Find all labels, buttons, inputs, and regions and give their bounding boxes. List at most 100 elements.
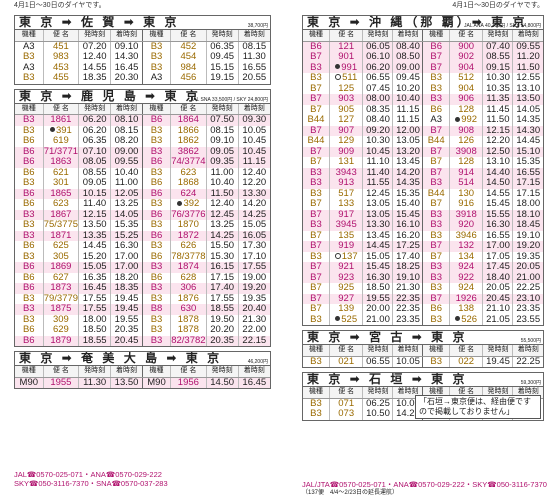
- flight-cell: 914: [448, 167, 483, 178]
- flight-cell: 621: [42, 167, 79, 178]
- time-cell: 10.05: [392, 398, 423, 409]
- aircraft-cell: B7: [422, 125, 450, 136]
- table-row: B7 917 13.05 15.45 B3 3918 15.55 18.10: [303, 209, 543, 220]
- flight-cell: 904: [448, 62, 483, 73]
- header-row: 機種便 名発時刻 着時刻 機種便 名発時刻 着時刻: [303, 345, 543, 357]
- route-label: 東 京 ➡ 鹿 児 島 ➡ 東 京: [19, 89, 201, 103]
- table-row: M90 1955 11.30 13.50 M90 1956 14.50 16.45: [15, 377, 270, 388]
- time-cell: 15.55: [482, 209, 513, 220]
- time-cell: 06.55: [362, 73, 393, 84]
- fare-price: 55,500円: [520, 338, 541, 344]
- flight-number: 1862: [177, 136, 199, 146]
- aircraft-cell: B3: [310, 188, 322, 199]
- time-cell: 11.55: [362, 178, 393, 189]
- time-cell: 23.10: [512, 293, 543, 304]
- flight-number: 1870: [177, 220, 199, 230]
- time-cell: 14.30: [110, 52, 143, 63]
- table-row: B7 919 14.45 17.25 B7 132 17.00 19.20: [303, 241, 543, 252]
- flight-number: 1872: [177, 230, 199, 241]
- flight-number: 626: [180, 241, 197, 251]
- time-cell: 13.30: [237, 188, 270, 199]
- flight-number: 127: [338, 115, 355, 125]
- aircraft-cell: B6: [22, 167, 35, 178]
- time-cell: 22.35: [392, 304, 423, 315]
- column-header: 機種: [141, 103, 171, 115]
- time-cell: 12.00: [392, 125, 423, 136]
- time-cell: 20.45: [110, 335, 143, 346]
- flight-number: 456: [180, 73, 197, 83]
- time-cell: 18.45: [512, 220, 543, 231]
- flight-number: 621: [52, 167, 69, 178]
- column-header: 便 名: [42, 30, 79, 42]
- column-header: 着時刻: [110, 103, 143, 115]
- aircraft-cell: B3: [22, 73, 35, 83]
- time-cell: 20.45: [482, 293, 513, 304]
- flight-number: 623: [180, 167, 197, 178]
- time-cell: 10.30: [362, 136, 393, 147]
- time-cell: 20.35: [110, 325, 143, 336]
- aircraft-cell: B7: [303, 52, 330, 63]
- aircraft-cell: A3: [22, 62, 35, 73]
- flight-cell: 1865: [42, 188, 79, 199]
- flight-cell: 071: [328, 398, 363, 409]
- aircraft-cell: B3: [141, 199, 171, 210]
- time-cell: 22.25: [512, 283, 543, 294]
- table-row: B6 1873 16.45 18.35 B3 306 17.40 19.20: [15, 283, 270, 294]
- flight-number: 991: [341, 62, 358, 73]
- flight-cell: 1872: [170, 230, 207, 241]
- fare-price: 59,300円: [520, 380, 541, 386]
- time-cell: 15.40: [392, 199, 423, 210]
- time-cell: 15.25: [110, 230, 143, 241]
- flight-cell: 623: [42, 199, 79, 210]
- flight-number: 134: [458, 251, 475, 262]
- flight-number: 1861: [50, 114, 72, 125]
- aircraft-cell: B3: [141, 262, 171, 273]
- route-section: 東 京 ➡ 宮 古 ➡ 東 京 55,500円 機種便 名発時刻 着時刻 機種便 名発時…: [302, 330, 544, 368]
- column-header: 機種: [141, 30, 171, 42]
- table-row: B6 619 06.35 08.20 B3 1862 09.10 10.45: [15, 136, 270, 147]
- right-column: 4月1日～30日のダイヤです。 東 京 ➡ 沖 縄（那 覇）➡ 東 京 JAL A…: [302, 0, 547, 496]
- time-cell: 16.15: [205, 262, 239, 273]
- time-cell: 12.50: [482, 146, 513, 157]
- table-row: B3 1875 17.55 19.45 B8 630 18.55 20.40: [15, 304, 270, 315]
- time-cell: 17.25: [392, 241, 423, 252]
- time-cell: 15.35: [512, 157, 543, 168]
- column-header: 着時刻: [392, 345, 423, 357]
- flight-number: 3862: [177, 146, 199, 157]
- left-column: 4月1日～30日のダイヤです。 東 京 ➡ 佐 賀 ➡ 東 京 38,700円 機種…: [14, 0, 271, 488]
- column-header: 発時刻: [78, 366, 111, 378]
- time-cell: 16.45: [78, 283, 111, 294]
- column-header: 着時刻: [110, 366, 143, 378]
- table-row: B3 983 12.40 14.30 B3 454 09.45 11.30: [15, 52, 270, 63]
- table-row: B7 133 13.05 15.40 B7 916 15.45 18.00: [303, 199, 543, 210]
- table-row: B3 991 06.20 09.00 B7 904 09.15 11.50: [303, 62, 543, 73]
- flight-cell: 456: [170, 73, 207, 84]
- table-row: B44 129 10.30 13.05 B44 126 12.20 14.45: [303, 136, 543, 147]
- flight-number: 904: [458, 83, 475, 94]
- column-header: 着時刻: [392, 30, 423, 42]
- time-cell: 14.25: [237, 209, 270, 220]
- timetable: 機種便 名発時刻 着時刻 機種便 名発時刻 着時刻 B6 121 06.05 08.40 B6 9…: [303, 30, 543, 325]
- time-cell: 15.05: [237, 220, 270, 231]
- time-cell: 17.15: [512, 188, 543, 199]
- aircraft-cell: B3: [141, 335, 171, 346]
- flight-cell: 1875: [42, 304, 79, 315]
- time-cell: 19.10: [392, 272, 423, 283]
- table-row: B6 625 14.45 16.30 B3 626 15.50 17.30: [15, 241, 270, 252]
- time-cell: 17.00: [110, 262, 143, 273]
- route-section: 東 京 ➡ 佐 賀 ➡ 東 京 38,700円 機種便 名発時刻 着時刻 機種便 名発時…: [14, 15, 271, 85]
- flight-number: 3918: [455, 209, 477, 220]
- dot-marker-icon: [335, 64, 341, 70]
- flight-number: 82/3782: [171, 335, 206, 346]
- aircraft-cell: B7: [303, 241, 330, 252]
- time-cell: 09.45: [392, 73, 423, 84]
- flight-number: 073: [338, 409, 355, 419]
- flight-number: 138: [458, 304, 475, 314]
- route-section: 東 京 ➡ 石 垣 ➡ 東 京 59,300円 機種便 名発時刻 着時刻 機種便 名発時…: [302, 372, 544, 421]
- time-cell: 13.35: [78, 230, 111, 241]
- flight-number: 3945: [335, 220, 357, 230]
- aircraft-cell: B3: [15, 230, 44, 241]
- flight-cell: 1876: [170, 293, 207, 304]
- aircraft-cell: B7: [303, 293, 330, 304]
- flight-cell: 1869: [42, 262, 79, 273]
